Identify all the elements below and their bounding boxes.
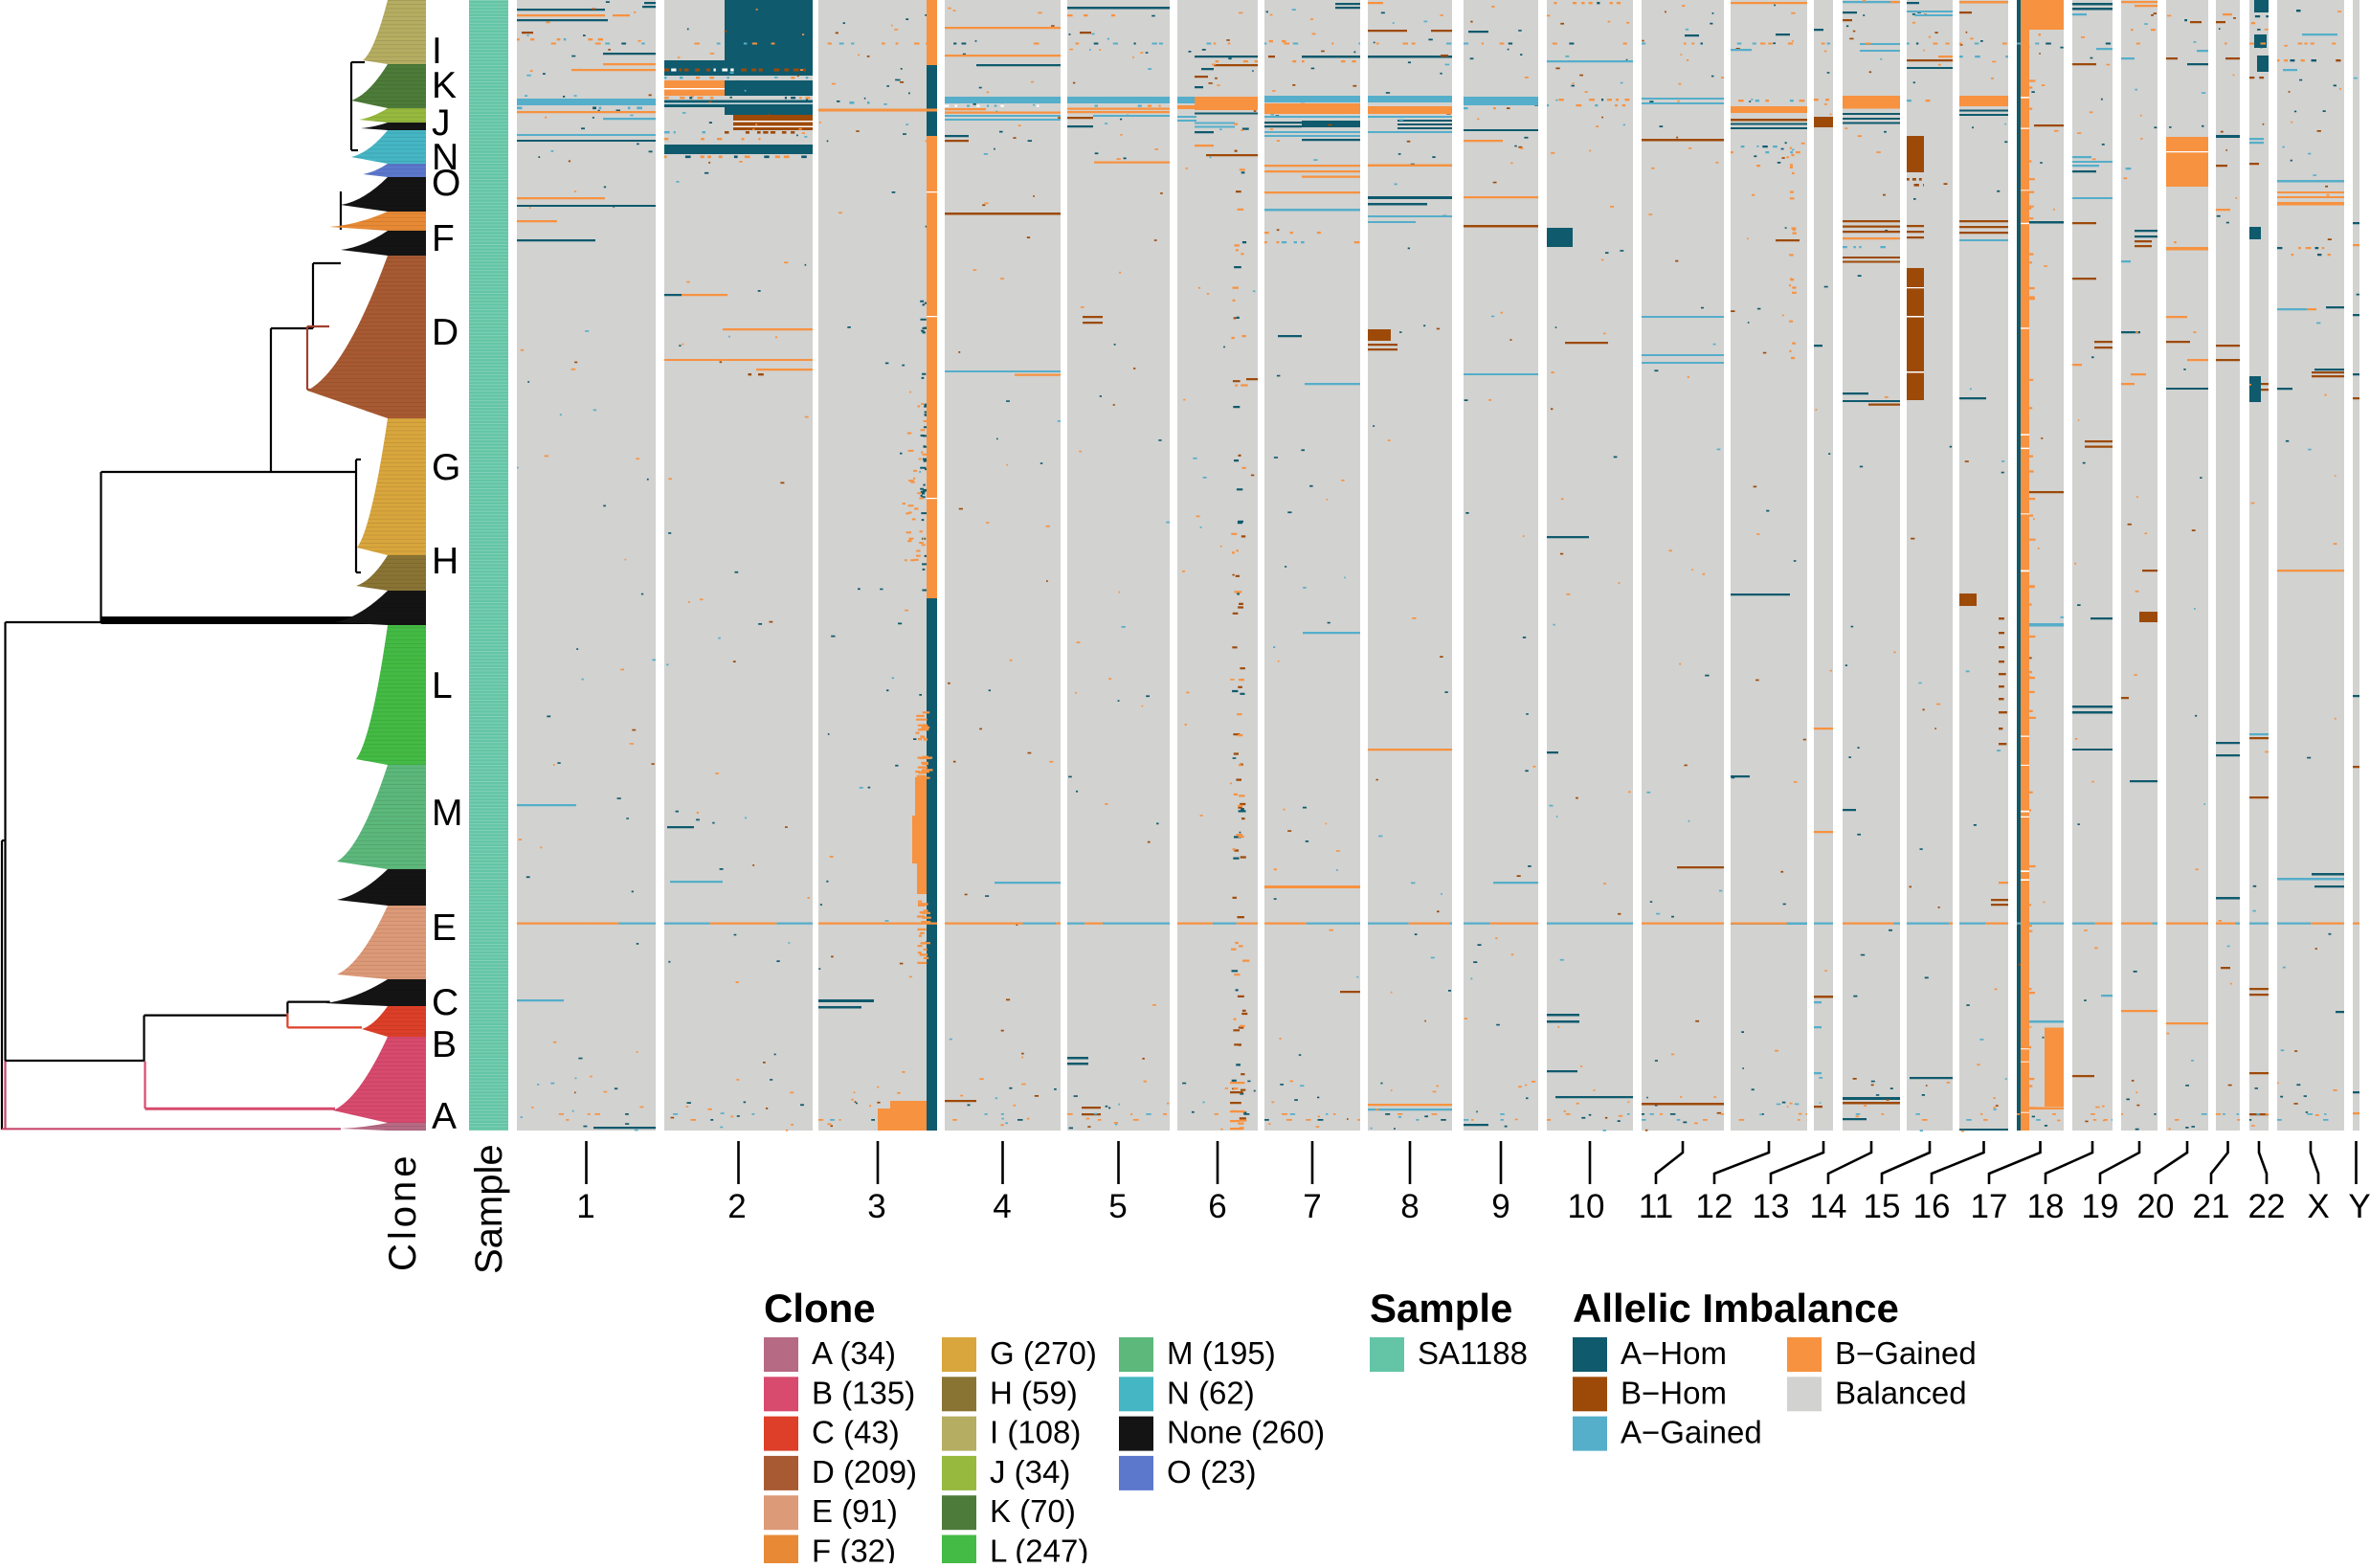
svg-text:22: 22 (2248, 1188, 2286, 1225)
svg-text:D: D (432, 312, 458, 353)
svg-text:B: B (432, 1024, 457, 1065)
svg-text:19: 19 (2082, 1188, 2119, 1225)
svg-text:N (62): N (62) (1167, 1375, 1255, 1410)
svg-text:Clone: Clone (382, 1152, 424, 1271)
svg-text:18: 18 (2027, 1188, 2065, 1225)
svg-text:Allelic Imbalance: Allelic Imbalance (1573, 1286, 1899, 1331)
svg-text:SA1188: SA1188 (1418, 1335, 1528, 1371)
svg-text:1: 1 (576, 1188, 594, 1225)
svg-text:7: 7 (1303, 1188, 1321, 1225)
svg-text:15: 15 (1864, 1188, 1901, 1225)
svg-text:J (34): J (34) (990, 1454, 1070, 1490)
svg-text:Y: Y (2348, 1188, 2370, 1225)
svg-text:H (59): H (59) (990, 1375, 1078, 1410)
svg-text:B−Hom: B−Hom (1621, 1375, 1727, 1410)
svg-text:A: A (432, 1096, 457, 1137)
svg-text:G: G (432, 447, 460, 488)
svg-text:J: J (432, 102, 451, 144)
svg-text:E: E (432, 907, 457, 949)
svg-text:I: I (432, 31, 442, 72)
svg-text:8: 8 (1400, 1188, 1419, 1225)
svg-text:4: 4 (993, 1188, 1011, 1225)
svg-text:F: F (432, 218, 455, 259)
svg-text:A−Gained: A−Gained (1621, 1415, 1762, 1450)
svg-text:6: 6 (1208, 1188, 1226, 1225)
svg-text:16: 16 (1913, 1188, 1951, 1225)
svg-text:K (70): K (70) (990, 1493, 1076, 1529)
svg-text:M: M (432, 793, 463, 834)
svg-text:Balanced: Balanced (1835, 1375, 1967, 1410)
svg-text:L: L (432, 665, 453, 706)
svg-text:B−Gained: B−Gained (1835, 1335, 1977, 1371)
svg-text:F (32): F (32) (812, 1534, 896, 1564)
svg-text:Sample: Sample (468, 1144, 510, 1274)
svg-text:O: O (432, 163, 460, 204)
svg-text:D (209): D (209) (812, 1454, 917, 1490)
svg-text:2: 2 (727, 1188, 746, 1225)
svg-text:O (23): O (23) (1167, 1454, 1257, 1490)
svg-text:9: 9 (1491, 1188, 1509, 1225)
svg-text:A−Hom: A−Hom (1621, 1335, 1727, 1371)
svg-text:17: 17 (1971, 1188, 2008, 1225)
svg-text:12: 12 (1696, 1188, 1733, 1225)
svg-text:C: C (432, 982, 458, 1023)
svg-text:H: H (432, 541, 458, 582)
svg-text:13: 13 (1753, 1188, 1790, 1225)
svg-text:I (108): I (108) (990, 1415, 1081, 1450)
svg-text:A (34): A (34) (812, 1335, 896, 1371)
svg-text:Clone: Clone (764, 1286, 876, 1331)
svg-text:5: 5 (1108, 1188, 1127, 1225)
svg-text:14: 14 (1810, 1188, 1847, 1225)
svg-text:11: 11 (1639, 1188, 1673, 1225)
svg-text:M (195): M (195) (1167, 1335, 1276, 1371)
svg-text:Sample: Sample (1370, 1286, 1512, 1331)
svg-text:21: 21 (2193, 1188, 2230, 1225)
svg-text:None (260): None (260) (1167, 1415, 1325, 1450)
svg-text:L (247): L (247) (990, 1534, 1088, 1564)
svg-text:10: 10 (1568, 1188, 1605, 1225)
svg-text:C (43): C (43) (812, 1415, 900, 1450)
svg-text:N: N (432, 137, 458, 178)
svg-text:G (270): G (270) (990, 1335, 1097, 1371)
svg-text:K: K (432, 65, 457, 106)
svg-text:X: X (2307, 1188, 2329, 1225)
svg-text:20: 20 (2137, 1188, 2175, 1225)
svg-text:3: 3 (867, 1188, 885, 1225)
svg-text:E (91): E (91) (812, 1493, 898, 1529)
svg-text:B (135): B (135) (812, 1375, 915, 1410)
